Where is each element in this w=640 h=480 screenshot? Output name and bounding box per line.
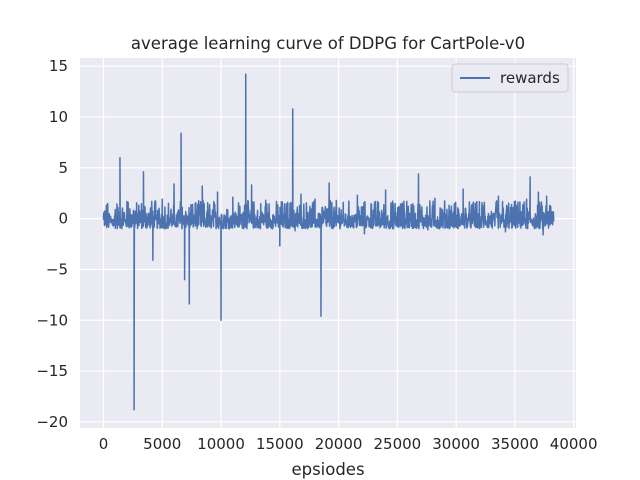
y-tick-label: −15: [36, 362, 68, 380]
plot-area: [80, 58, 576, 428]
x-tick-label: 30000: [432, 435, 480, 453]
x-tick-label: 40000: [550, 435, 598, 453]
x-tick-label: 20000: [315, 435, 363, 453]
x-tick-label: 10000: [197, 435, 245, 453]
y-tick-label: −10: [36, 311, 68, 329]
y-tick-label: −5: [46, 260, 68, 278]
y-tick-label: 0: [58, 210, 68, 228]
x-axis-label: epsiodes: [291, 460, 364, 479]
y-tick-label: 5: [58, 159, 68, 177]
x-tick-label: 0: [99, 435, 109, 453]
y-tick-labels: −20 −15 −10 −5 0 5 10 15: [36, 57, 68, 431]
x-tick-labels: 0 5000 10000 15000 20000 25000 30000 35000 40000: [99, 435, 598, 453]
legend: rewards: [451, 63, 569, 93]
x-tick-label: 25000: [373, 435, 421, 453]
y-tick-label: 15: [49, 57, 68, 75]
legend-label-rewards: rewards: [500, 69, 560, 87]
x-tick-label: 5000: [143, 435, 181, 453]
legend-box: [451, 63, 569, 93]
y-tick-label: −20: [36, 413, 68, 431]
series-layer: [102, 73, 555, 411]
y-tick-label: 10: [49, 108, 68, 126]
x-tick-label: 35000: [491, 435, 539, 453]
chart-title: average learning curve of DDPG for CartP…: [131, 34, 525, 53]
series-line-rewards: [102, 73, 555, 411]
x-tick-label: 15000: [256, 435, 304, 453]
